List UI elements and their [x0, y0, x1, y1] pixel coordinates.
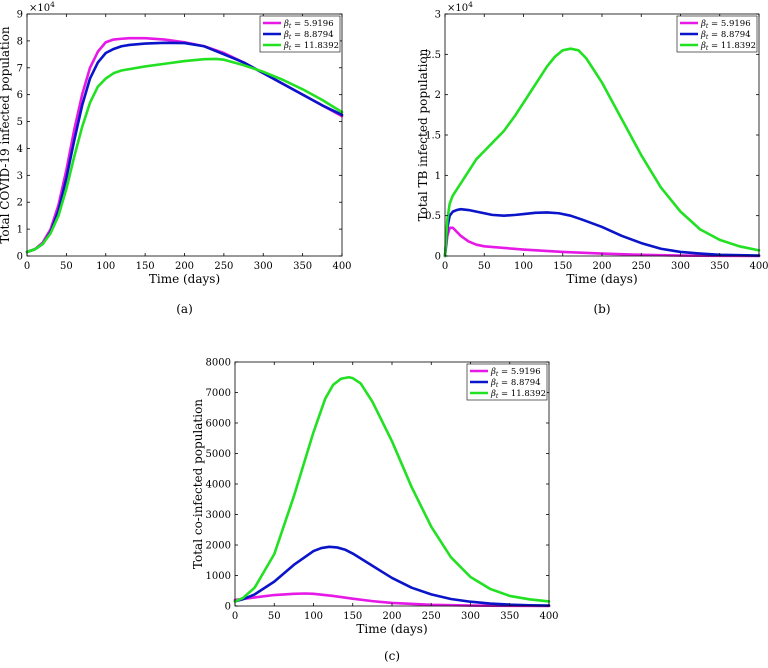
series-line-2 [443, 207, 761, 258]
y-axis-label: Total COVID-19 infected population [0, 26, 12, 244]
legend-entry-1: βt = 5.9196 [283, 19, 334, 30]
y-tick-label: 8000 [206, 358, 231, 369]
chart-2: 0 50 100 150 200 250 300 350 400 0 0.5 1 1.5 2 2.5 3 ×10… [416, 0, 768, 316]
x-tick-label: 200 [592, 261, 611, 272]
x-tick-label: 150 [343, 611, 362, 622]
series-line-1 [443, 226, 761, 258]
y-tick-label: 1 [435, 171, 441, 182]
legend-entry-3: βt = 11.8392 [283, 41, 339, 52]
y-exponent-label: ×104 [29, 0, 55, 14]
x-tick-label: 100 [304, 611, 323, 622]
series-line-3 [443, 47, 761, 258]
y-axis-label: Total co-infected population [191, 399, 205, 569]
x-tick-label: 150 [553, 261, 572, 272]
chart-3: 0 50 100 150 200 250 300 350 4000100020003000400… [191, 358, 559, 664]
legend-entry-2: βt = 8.8794 [490, 378, 541, 389]
y-tick-label: 0 [435, 252, 441, 263]
y-tick-label: 4 [17, 144, 23, 155]
x-tick-label: 100 [96, 261, 115, 272]
y-tick-label: 2000 [206, 541, 231, 552]
y-tick-label: 4000 [206, 480, 231, 491]
legend-entry-3: βt = 11.8392 [700, 41, 756, 52]
y-tick-label: 8 [17, 36, 23, 47]
x-tick-label: 100 [514, 261, 533, 272]
y-tick-label: 3 [435, 10, 441, 21]
x-tick-label: 300 [671, 261, 690, 272]
y-tick-label: 3000 [206, 510, 231, 521]
series-line-1 [233, 592, 551, 608]
y-tick-label: 6000 [206, 419, 231, 430]
y-tick-label: 9 [17, 10, 23, 21]
plot-area [235, 362, 549, 606]
x-axis-label: Time (days) [149, 272, 220, 286]
x-tick-label: 200 [382, 611, 401, 622]
x-tick-label: 350 [500, 611, 519, 622]
y-tick-label: 1.5 [425, 131, 441, 142]
y-tick-label: 6 [17, 90, 23, 101]
legend-entry-2: βt = 8.8794 [283, 30, 334, 41]
series-line-2 [233, 545, 551, 607]
x-tick-label: 50 [268, 611, 281, 622]
y-tick-label: 1 [17, 225, 23, 236]
panel-caption: (a) [176, 302, 193, 316]
y-tick-label: 1000 [206, 571, 231, 582]
series-line-3 [233, 375, 551, 603]
x-tick-label: 350 [710, 261, 729, 272]
x-tick-label: 200 [175, 261, 194, 272]
x-tick-label: 250 [422, 611, 441, 622]
x-tick-label: 400 [539, 611, 558, 622]
x-tick-label: 0 [24, 261, 30, 272]
y-tick-label: 7 [17, 63, 23, 74]
legend-entry-1: βt = 5.9196 [490, 367, 541, 378]
x-tick-label: 0 [442, 261, 448, 272]
x-tick-label: 400 [332, 261, 351, 272]
x-axis-label: Time (days) [566, 272, 637, 286]
legend-entry-1: βt = 5.9196 [700, 19, 751, 30]
x-tick-label: 250 [214, 261, 233, 272]
y-exponent-label: ×104 [447, 0, 473, 14]
y-tick-label: 0.5 [425, 211, 441, 222]
x-tick-label: 350 [293, 261, 312, 272]
legend-entry-2: βt = 8.8794 [700, 30, 751, 41]
x-tick-label: 150 [136, 261, 155, 272]
x-tick-label: 50 [478, 261, 491, 272]
x-tick-label: 50 [60, 261, 73, 272]
x-tick-label: 400 [749, 261, 768, 272]
x-tick-label: 300 [254, 261, 273, 272]
panel-caption: (b) [593, 302, 610, 316]
y-tick-label: 2.5 [425, 50, 441, 61]
y-tick-label: 0 [225, 602, 231, 613]
y-tick-label: 7000 [206, 388, 231, 399]
y-tick-label: 5 [17, 117, 23, 128]
series-line-3 [25, 57, 344, 254]
x-tick-label: 250 [632, 261, 651, 272]
legend-entry-3: βt = 11.8392 [490, 389, 546, 400]
y-tick-label: 3 [17, 171, 23, 182]
x-axis-label: Time (days) [356, 622, 427, 636]
panel-caption: (c) [384, 649, 400, 663]
y-axis-label: Total TB infected population [416, 48, 430, 221]
x-tick-label: 0 [232, 611, 238, 622]
y-tick-label: 2 [435, 90, 441, 101]
x-tick-label: 300 [461, 611, 480, 622]
chart-1: 0 50 100 150 200 250 300 350 400 0 1 2 3 4 5 6 7 8 9 ×104 Ti… [0, 0, 352, 316]
y-tick-label: 0 [17, 252, 23, 263]
y-tick-label: 2 [17, 198, 23, 209]
y-tick-label: 5000 [206, 449, 231, 460]
